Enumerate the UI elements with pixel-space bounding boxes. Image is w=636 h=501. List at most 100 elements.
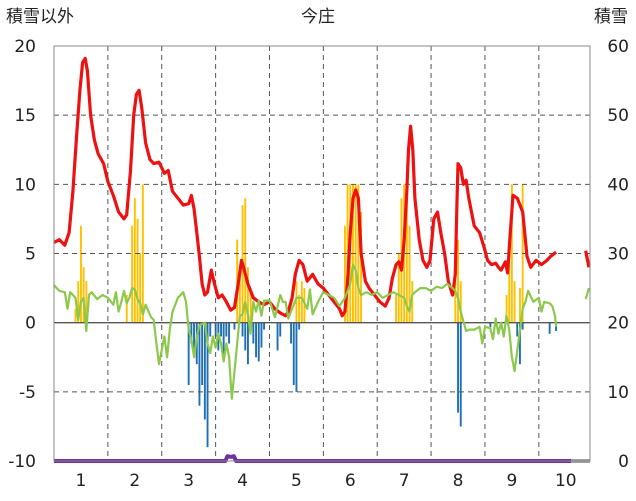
x-tick-label: 3 [183,471,194,491]
bar [228,322,230,344]
bar [198,322,201,406]
bar [519,288,521,323]
bar [252,322,255,344]
bar [457,322,459,413]
bar [489,322,492,327]
bar [548,322,551,334]
bar [203,322,206,420]
x-tick-label: 2 [129,471,140,491]
bar [454,281,457,323]
bar [190,322,193,344]
bar [510,184,513,323]
bar [344,225,346,323]
bar [298,322,301,330]
y-left-tick-label: 5 [25,245,36,265]
x-tick-label: 4 [237,471,248,491]
x-tick-label: 5 [291,471,302,491]
bar [276,322,279,351]
y-left-tick-label: 15 [14,106,36,126]
bar [85,281,88,323]
bar [244,198,247,323]
x-tick-label: 8 [453,471,464,491]
bar [247,267,249,323]
bar [519,322,521,365]
bar [521,322,524,330]
bar [516,322,519,337]
bar [139,253,142,323]
bar [249,288,252,323]
bar [222,322,225,358]
y-right-tick-label: 20 [607,314,629,334]
series-line [54,454,572,463]
series-line [53,56,558,318]
bar [74,308,77,323]
bar [295,322,298,392]
bar [411,281,414,323]
bar [255,322,257,358]
bar [298,295,301,323]
bar [241,322,244,337]
bar [257,322,260,362]
bar [555,322,557,331]
bar [220,322,222,337]
bar [360,212,362,323]
bar [201,322,204,385]
bar [141,184,144,323]
bar [136,218,139,323]
bar [80,225,82,323]
y-right-tick-label: 40 [607,175,629,195]
bar [405,198,408,323]
bar [395,295,397,323]
bar [125,295,128,323]
series-line [53,263,558,400]
bar [513,281,516,323]
bar [505,295,508,323]
bar [508,253,511,323]
bar [82,267,85,323]
bar [295,281,298,323]
bar [459,281,462,323]
bar [244,322,247,351]
bar [133,198,136,323]
bar [397,253,400,323]
y-right-tick-label: 60 [607,37,629,57]
bar [193,322,195,358]
x-tick-label: 1 [76,471,87,491]
bar [263,322,265,330]
bar [300,281,303,323]
bar [187,322,190,385]
bar [457,239,459,323]
bar [459,322,462,427]
y-left-tick-label: 0 [25,314,36,334]
x-tick-label: 10 [555,471,577,491]
series-line-segment [584,287,590,300]
plot-frame [53,45,591,462]
y-left-tick-label: -5 [19,383,36,403]
bar [131,225,134,323]
x-tick-label: 7 [399,471,410,491]
y-right-tick-label: 30 [607,245,629,265]
bar [357,184,360,323]
bar [238,274,241,323]
y-right-tick-label: 10 [607,383,629,403]
bar [233,322,236,330]
bar [209,322,212,337]
bar [290,322,292,344]
bar [408,225,411,323]
left-axis-label: 積雪以外 [6,7,74,27]
bar [279,322,282,337]
bar [77,281,80,323]
bar [247,322,249,365]
bar [260,322,263,348]
bar [225,322,228,337]
right-axis-label: 積雪 [594,7,628,27]
bar [292,322,295,385]
y-left-tick-label: 20 [14,37,36,57]
y-right-tick-label: 50 [607,106,629,126]
chart-title: 今庄 [301,7,335,27]
x-tick-label: 9 [506,471,517,491]
y-left-tick-label: -10 [8,452,36,472]
y-left-tick-label: 10 [14,175,36,195]
